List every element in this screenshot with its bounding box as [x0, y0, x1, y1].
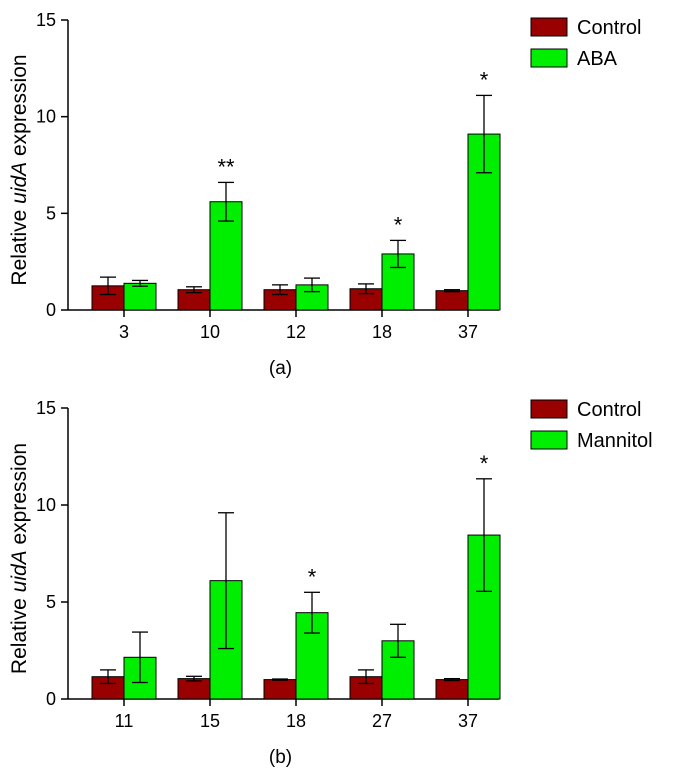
x-tick-label: 11 [115, 711, 134, 731]
legend-swatch-mannitol [530, 430, 568, 450]
legend-label-control: Control [577, 17, 641, 39]
error-bar-control-3 [100, 276, 116, 296]
bar-control-15 [177, 678, 211, 700]
y-tick-label: 10 [36, 495, 56, 515]
x-tick-label: 10 [200, 322, 220, 342]
bar-control-37 [435, 290, 469, 311]
y-tick-label: 5 [46, 203, 56, 223]
error-bar-control-10 [186, 286, 202, 294]
significance-label: * [480, 67, 489, 92]
legend-swatch-control [530, 399, 568, 419]
y-axis-title: Relative uidA expression [8, 54, 31, 285]
x-tick-label: 37 [458, 711, 478, 731]
x-tick-label: 27 [372, 711, 392, 731]
legend-swatch-control [530, 17, 568, 37]
bar-aba-3 [123, 282, 157, 311]
error-bar-control-12 [272, 284, 288, 296]
y-tick-label: 10 [36, 107, 56, 127]
error-bar-control-18 [272, 678, 288, 681]
bar-control-37 [435, 679, 469, 700]
y-tick-label: 15 [36, 398, 56, 418]
significance-label: * [308, 564, 317, 589]
y-tick-label: 0 [46, 300, 56, 320]
error-bar-control-15 [186, 675, 202, 682]
legend-label-control: Control [577, 399, 641, 421]
legend: Control Mannitol [530, 399, 653, 452]
error-bar-control-37 [444, 677, 460, 682]
error-bar-mannitol-18 [304, 591, 320, 634]
y-tick-label: 0 [46, 689, 56, 709]
x-tick-label: 3 [119, 322, 129, 342]
y-tick-label: 5 [46, 592, 56, 612]
x-tick-label: 12 [286, 322, 306, 342]
x-tick-label: 37 [458, 322, 478, 342]
error-bar-aba-10 [218, 181, 234, 222]
x-tick-label: 18 [286, 711, 306, 731]
legend-label-aba: ABA [577, 48, 618, 70]
error-bar-control-18 [358, 283, 374, 295]
x-tick-label: 18 [372, 322, 392, 342]
error-bar-mannitol-37 [476, 478, 492, 592]
legend: Control ABA [530, 17, 641, 70]
error-bar-aba-12 [304, 277, 320, 293]
x-tick-label: 15 [200, 711, 220, 731]
error-bar-control-37 [444, 289, 460, 293]
legend-swatch-aba [530, 48, 568, 68]
error-bar-aba-37 [476, 94, 492, 174]
significance-label: * [480, 451, 489, 476]
panel-label: (b) [269, 747, 292, 768]
error-bar-control-11 [100, 669, 116, 685]
error-bar-control-27 [358, 669, 374, 685]
error-bar-aba-3 [132, 279, 148, 287]
chart-panel-b: 0 5 10 15 11 15 18 27 37 * * Relative uidA expressi… [8, 398, 653, 768]
y-tick-label: 15 [36, 10, 56, 30]
bar-control-18 [263, 679, 297, 700]
panel-label: (a) [269, 358, 292, 379]
legend-label-mannitol: Mannitol [577, 430, 653, 452]
error-bar-mannitol-15 [218, 512, 234, 650]
y-axis-title: Relative uidA expression [8, 443, 31, 674]
error-bar-aba-18 [390, 239, 406, 269]
significance-label: * [394, 212, 403, 237]
significance-label: ** [217, 154, 235, 179]
error-bar-mannitol-11 [132, 631, 148, 684]
error-bar-mannitol-27 [390, 623, 406, 658]
